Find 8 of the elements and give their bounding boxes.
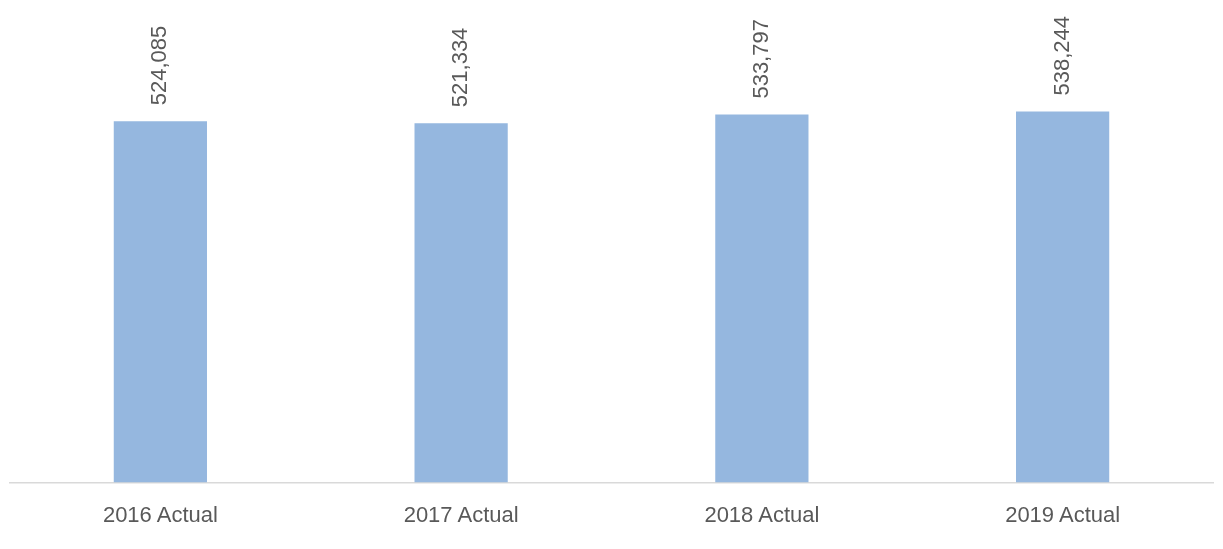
data-label: 533,797	[747, 19, 773, 99]
data-label: 521,334	[447, 27, 473, 108]
x-tick-label: 2016 Actual	[102, 501, 218, 527]
x-tick-label: 2017 Actual	[403, 501, 519, 527]
data-label: 538,244	[1048, 15, 1074, 96]
data-label: 524,085	[146, 25, 172, 106]
x-tick-label: 2019 Actual	[1005, 501, 1121, 527]
x-tick-label: 2018 Actual	[704, 501, 820, 527]
